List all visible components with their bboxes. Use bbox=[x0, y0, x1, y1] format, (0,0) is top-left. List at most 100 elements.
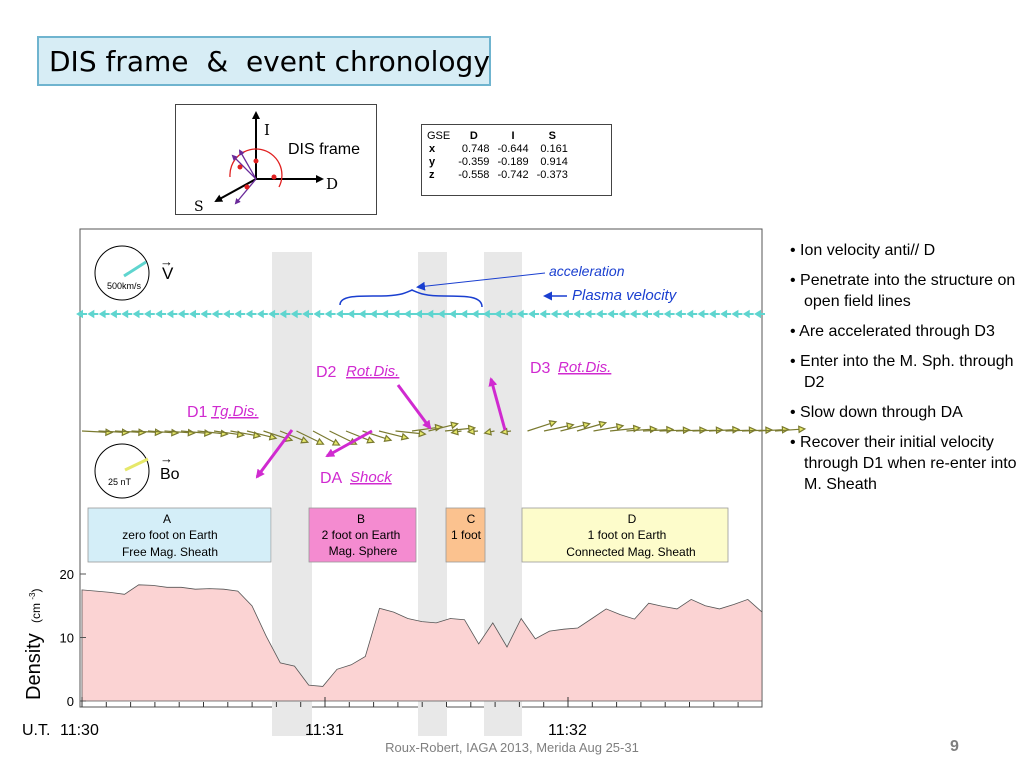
time-tick-label: 11:30 bbox=[60, 722, 99, 739]
shade-band-d1 bbox=[272, 252, 312, 736]
gse-row: z -0.558 -0.742 -0.373 bbox=[429, 169, 568, 181]
field-vector bbox=[362, 430, 393, 443]
field-scale-label: Bo bbox=[160, 466, 180, 483]
velocity-vector bbox=[324, 309, 336, 319]
velocity-vector bbox=[562, 309, 573, 319]
velocity-vector bbox=[121, 309, 133, 319]
region-c-line1: 1 foot bbox=[451, 528, 482, 542]
d1-label: D1 bbox=[187, 404, 208, 421]
field-vector bbox=[593, 423, 625, 432]
velocity-vector bbox=[166, 309, 178, 319]
i-axis-label: I bbox=[264, 121, 270, 139]
region-d-letter: D bbox=[628, 512, 637, 526]
gse-col-header: D bbox=[469, 130, 478, 142]
field-scale-arrow bbox=[124, 457, 149, 472]
velocity-vector bbox=[200, 309, 212, 319]
density-y-axis: 0 10 20 bbox=[60, 567, 86, 709]
s-axis bbox=[214, 178, 257, 202]
bullet-item: • Recover their initial velocity through… bbox=[790, 434, 1017, 493]
gse-transform-table: GSE D I S x 0.748 -0.644 0.161 y -0.359 … bbox=[421, 124, 612, 196]
bullet-item: • Penetrate into the structure on open f… bbox=[790, 272, 1016, 310]
velocity-vector bbox=[143, 309, 155, 319]
field-vector bbox=[312, 430, 341, 446]
velocity-vector bbox=[629, 309, 641, 319]
velocity-vector bbox=[110, 309, 121, 319]
velocity-vector bbox=[234, 309, 246, 319]
velocity-vector bbox=[87, 309, 99, 319]
field-vector bbox=[499, 427, 512, 436]
velocity-vector bbox=[641, 309, 652, 319]
dis-frame-axes: I D S DIS frame bbox=[194, 111, 360, 215]
velocity-vector bbox=[76, 309, 87, 319]
velocity-vector bbox=[290, 309, 302, 319]
velocity-vector bbox=[754, 309, 765, 319]
gse-corner-label: GSE bbox=[427, 130, 451, 142]
field-vector bbox=[560, 421, 591, 432]
d2-type: Rot.Dis. bbox=[346, 363, 399, 380]
region-b-line2: Mag. Sphere bbox=[329, 544, 398, 558]
density-axis-label: Density bbox=[23, 633, 45, 700]
velocity-vector bbox=[245, 309, 257, 319]
velocity-scale-value: 500km/s bbox=[107, 281, 142, 291]
d1-type: Tg.Dis. bbox=[211, 403, 259, 420]
field-vector bbox=[758, 425, 790, 434]
velocity-vector bbox=[279, 309, 291, 319]
gse-row: x 0.748 -0.644 0.161 bbox=[429, 143, 568, 155]
region-a-letter: A bbox=[163, 512, 171, 526]
d3-type: Rot.Dis. bbox=[558, 359, 611, 376]
velocity-vector bbox=[268, 309, 280, 319]
bullet-item: • Ion velocity anti// D bbox=[790, 242, 936, 259]
field-vector bbox=[774, 425, 807, 434]
velocity-vector bbox=[607, 309, 619, 319]
time-x-axis bbox=[81, 697, 739, 707]
field-scale-value: 25 nT bbox=[108, 477, 132, 487]
region-a-line1: zero foot on Earth bbox=[122, 528, 217, 542]
field-vector bbox=[428, 421, 459, 432]
region-a: A zero foot on Earth Free Mag. Sheath bbox=[87, 507, 272, 563]
velocity-vector bbox=[686, 309, 698, 319]
field-vector bbox=[81, 428, 114, 437]
slide-footer: Roux-Robert, IAGA 2013, Merida Aug 25-31 bbox=[385, 740, 639, 755]
field-vector-arrow-glyph: → bbox=[160, 451, 173, 466]
velocity-vector bbox=[302, 309, 313, 319]
velocity-vector bbox=[550, 309, 562, 319]
region-b: B 2 foot on Earth Mag. Sphere bbox=[308, 507, 417, 563]
bullet-item: • Enter into the M. Sph. through D2 bbox=[790, 353, 1014, 391]
field-vector bbox=[114, 428, 147, 437]
d-axis-label: D bbox=[326, 175, 338, 193]
bullet-item: • Slow down through DA bbox=[790, 404, 963, 421]
time-tick-label: 11:31 bbox=[305, 722, 344, 739]
velocity-vector bbox=[720, 309, 732, 319]
velocity-scale-legend: 500km/s V → bbox=[94, 245, 174, 301]
slide-title-box: DIS frame & event chronology bbox=[37, 36, 491, 86]
gse-col-header: I bbox=[511, 130, 515, 142]
dis-frame-label: DIS frame bbox=[288, 141, 360, 158]
velocity-scale-arrow bbox=[123, 260, 147, 278]
velocity-vector bbox=[697, 309, 709, 319]
velocity-vector bbox=[528, 309, 539, 319]
s-axis-label: S bbox=[194, 199, 204, 214]
field-vector bbox=[345, 430, 376, 444]
region-b-line1: 2 foot on Earth bbox=[322, 528, 401, 542]
density-tick-label: 0 bbox=[67, 694, 74, 709]
velocity-vector-row bbox=[76, 309, 765, 319]
velocity-vector bbox=[618, 309, 630, 319]
field-vector bbox=[466, 427, 479, 436]
da-normal-arrow bbox=[325, 429, 373, 458]
d1-normal-arrow bbox=[255, 429, 294, 479]
field-vector bbox=[296, 430, 325, 445]
velocity-vector bbox=[663, 309, 675, 319]
field-vector-row bbox=[81, 419, 807, 446]
density-area bbox=[81, 584, 763, 702]
d2-normal-arrow bbox=[396, 384, 432, 430]
region-c-letter: C bbox=[467, 512, 476, 526]
dis-frame-diagram: I D S DIS frame bbox=[175, 104, 377, 215]
velocity-vector bbox=[177, 309, 189, 319]
velocity-vector bbox=[132, 309, 144, 319]
acceleration-label: acceleration bbox=[549, 263, 625, 279]
d3-normal-arrow bbox=[488, 377, 507, 431]
velocity-vector bbox=[155, 309, 167, 319]
region-b-letter: B bbox=[357, 512, 365, 526]
bullet-item: • Are accelerated through D3 bbox=[790, 323, 995, 340]
time-tick-label: 11:32 bbox=[548, 722, 587, 739]
